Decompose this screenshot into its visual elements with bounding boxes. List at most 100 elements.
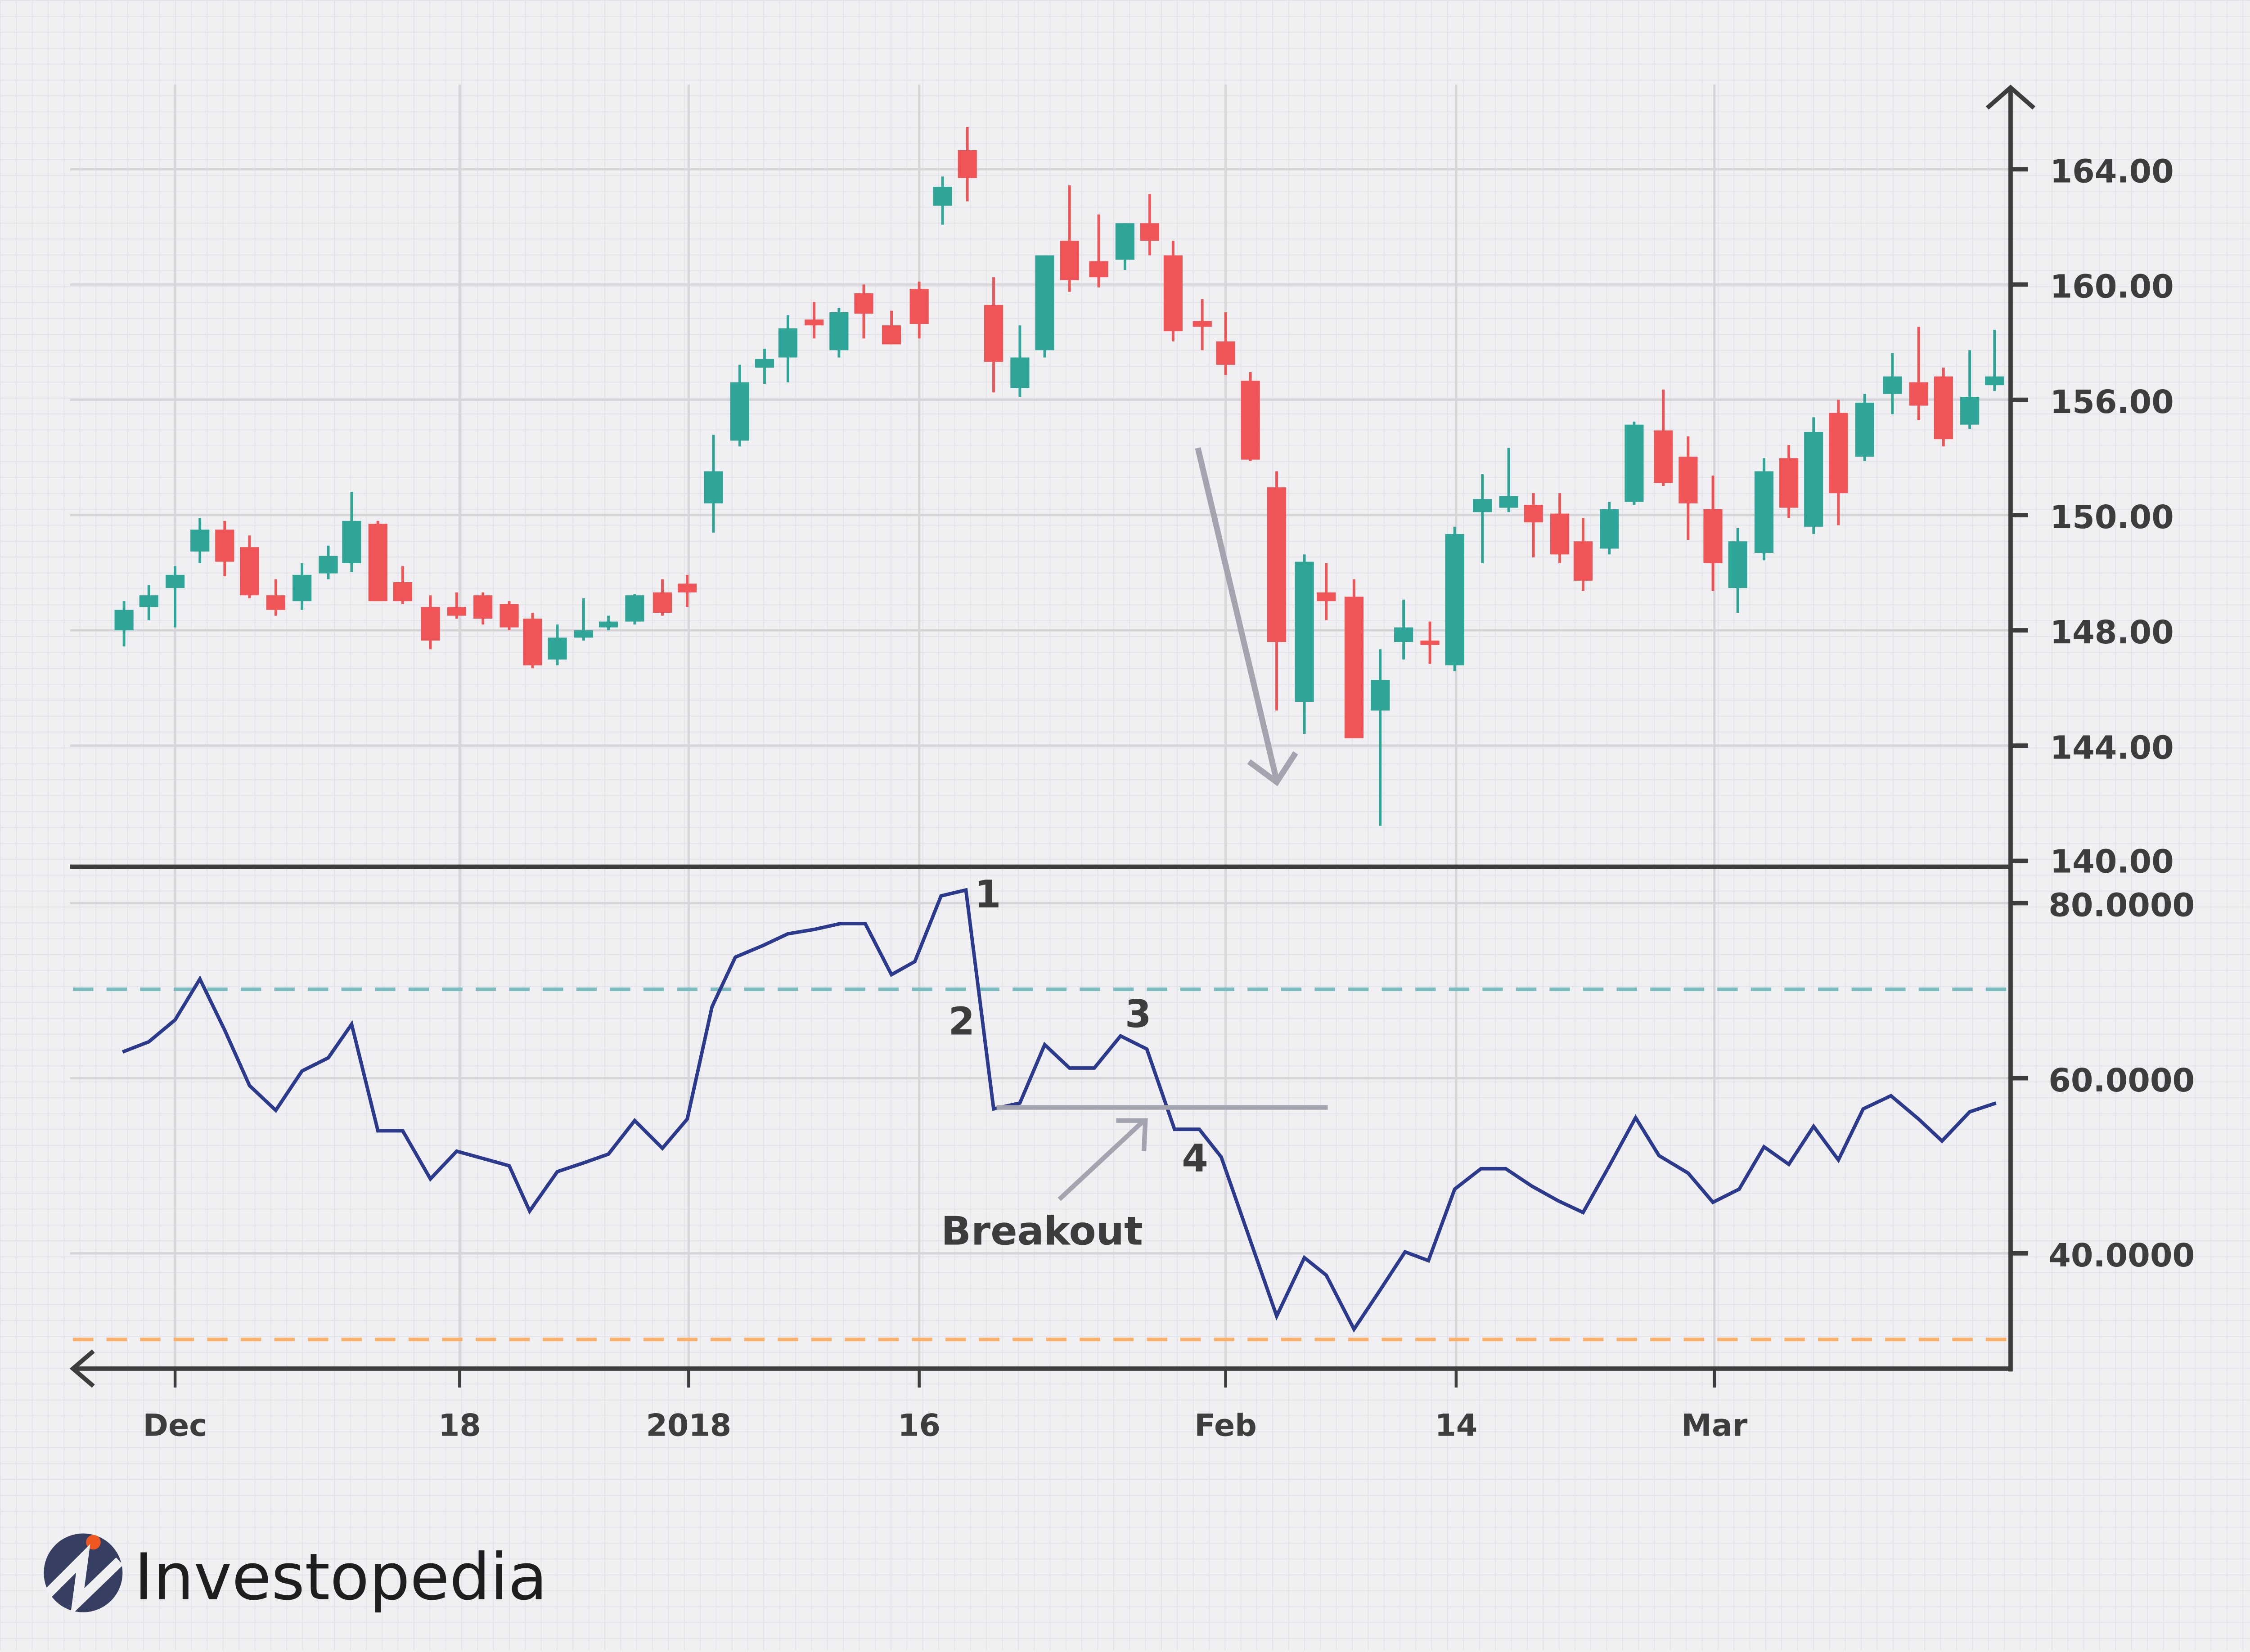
- candle: [1192, 299, 1212, 350]
- candle: [1499, 448, 1518, 512]
- candle: [500, 601, 519, 631]
- candle: [1420, 621, 1440, 664]
- candle: [1241, 372, 1260, 461]
- candle: [1573, 518, 1593, 591]
- candle: [755, 349, 774, 384]
- candle: [1524, 493, 1543, 557]
- candle: [1344, 579, 1364, 739]
- candle: [139, 585, 158, 620]
- candle: [984, 277, 1004, 393]
- x-tick-14: 14: [1435, 1408, 1477, 1443]
- breakout-arrow-icon: [1058, 1118, 1148, 1201]
- candle: [1678, 436, 1698, 540]
- candle: [1779, 445, 1799, 518]
- candle: [574, 598, 594, 641]
- candle: [1216, 312, 1235, 375]
- price-tick-164: 164.00: [2050, 153, 2174, 190]
- candle: [1371, 649, 1390, 826]
- candle: [421, 595, 440, 650]
- price-tick-148: 148.00: [2050, 614, 2174, 651]
- candle: [1317, 563, 1336, 620]
- candle: [1934, 368, 1953, 447]
- y-axis-ticks: [2010, 167, 2028, 1256]
- x-axis-arrow-icon: [69, 1349, 95, 1388]
- price-tick-144: 144.00: [2050, 729, 2174, 766]
- candle: [652, 579, 672, 616]
- candle: [1985, 329, 2004, 391]
- candle: [678, 575, 697, 607]
- candle: [166, 566, 185, 628]
- candle: [1600, 502, 1619, 555]
- candle: [1829, 400, 1848, 525]
- candle: [1140, 194, 1160, 256]
- candle: [933, 176, 952, 225]
- candle: [730, 364, 749, 447]
- candle: [1445, 526, 1464, 671]
- rsi-tick-80: 80.0000: [2048, 887, 2195, 924]
- candle: [319, 545, 338, 579]
- candle: [1804, 417, 1823, 534]
- annotation-3: 3: [1125, 992, 1152, 1036]
- candle: [1115, 223, 1134, 270]
- candle: [882, 310, 901, 345]
- candle: [805, 302, 824, 339]
- candle: [266, 579, 285, 616]
- breakout-label: Breakout: [941, 1208, 1143, 1254]
- candle: [854, 284, 873, 339]
- candle: [1754, 458, 1774, 561]
- rsi-tick-60: 60.0000: [2048, 1062, 2195, 1099]
- x-tick-16: 16: [898, 1408, 940, 1443]
- candlestick-series: [114, 127, 2004, 826]
- axes: [69, 85, 2036, 1388]
- candle: [342, 491, 361, 572]
- price-tick-150: 150.00: [2050, 498, 2174, 536]
- candle: [1728, 528, 1747, 613]
- candle: [829, 308, 849, 358]
- annotation-4: 4: [1182, 1136, 1208, 1181]
- candle: [1267, 471, 1287, 711]
- rsi-tick-40: 40.0000: [2048, 1237, 2195, 1274]
- price-tick-140: 140.00: [2050, 843, 2174, 880]
- candle: [1855, 394, 1874, 461]
- candle: [523, 613, 542, 669]
- candle: [1060, 185, 1079, 292]
- price-tick-160: 160.00: [2050, 268, 2174, 305]
- candle: [1010, 325, 1030, 397]
- candle: [292, 563, 312, 610]
- candle: [190, 518, 210, 563]
- candle: [1624, 422, 1644, 505]
- candle: [1035, 255, 1054, 358]
- candle: [958, 127, 977, 202]
- candle: [625, 593, 644, 625]
- y-axis-arrow-icon: [1985, 85, 2036, 110]
- candle: [1089, 214, 1108, 287]
- x-tick-mar: Mar: [1681, 1408, 1748, 1443]
- candle: [473, 592, 493, 625]
- candle: [1883, 353, 1902, 415]
- candle: [548, 624, 567, 665]
- x-tick-feb: Feb: [1194, 1408, 1257, 1443]
- investopedia-wordmark: Investopedia: [134, 1540, 547, 1614]
- candle: [1703, 476, 1723, 591]
- candle: [1960, 350, 1980, 429]
- candle: [447, 592, 466, 619]
- candle: [1394, 599, 1413, 660]
- candle: [909, 281, 929, 339]
- annotation-2: 2: [949, 999, 975, 1043]
- investopedia-logo: Investopedia: [44, 1533, 547, 1616]
- candle: [1163, 241, 1183, 341]
- price-tick-156: 156.00: [2050, 383, 2174, 421]
- downtrend-arrow-icon: [1195, 447, 1298, 786]
- x-tick-2018: 2018: [646, 1408, 731, 1443]
- rsi-line: [122, 888, 1997, 1333]
- candle: [393, 566, 412, 604]
- candle: [1295, 554, 1314, 734]
- candle: [704, 435, 723, 533]
- candle: [598, 615, 618, 631]
- x-tick-18: 18: [438, 1408, 481, 1443]
- candle: [215, 521, 234, 577]
- candle: [778, 315, 797, 382]
